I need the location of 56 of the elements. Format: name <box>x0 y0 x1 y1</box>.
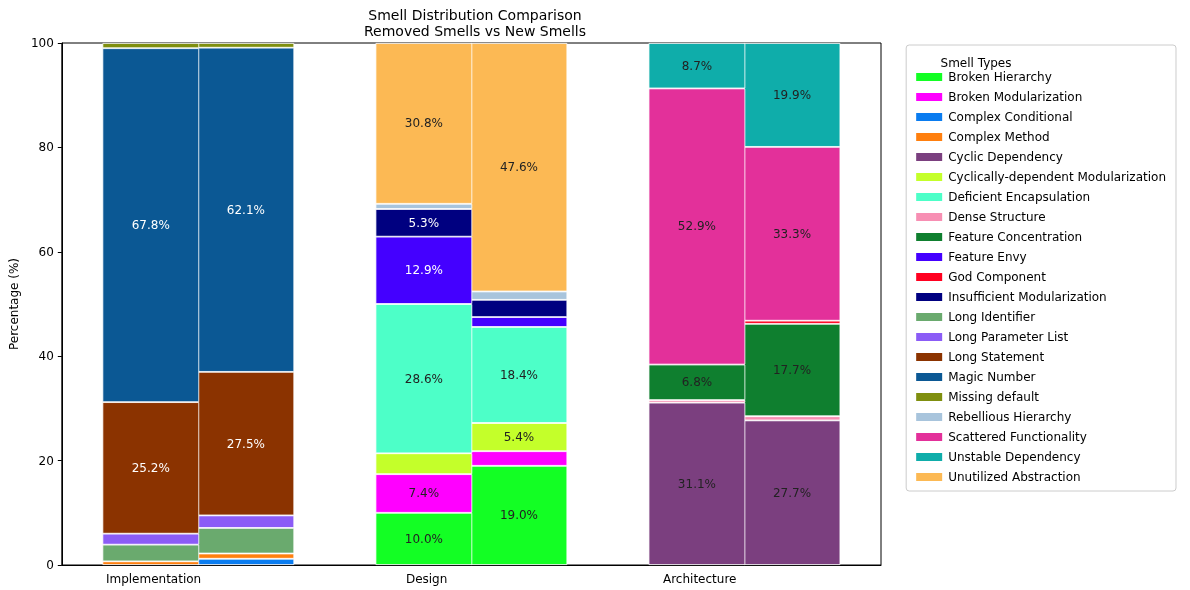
legend-label: Cyclic Dependency <box>948 150 1063 164</box>
chart-title: Smell Distribution Comparison <box>368 7 582 23</box>
data-label: 5.3% <box>408 215 440 230</box>
data-label: 52.9% <box>677 219 716 234</box>
legend-label: Unutilized Abstraction <box>948 470 1081 484</box>
legend-label: Complex Conditional <box>948 110 1073 124</box>
data-label: 12.9% <box>404 263 443 278</box>
data-label: 7.4% <box>408 486 440 501</box>
legend-label: Scattered Functionality <box>948 430 1087 444</box>
legend-label: Rebellious Hierarchy <box>948 410 1072 424</box>
data-label: 10.0% <box>404 531 443 546</box>
y-tick-label: 20 <box>38 453 54 468</box>
legend-label: Broken Modularization <box>948 90 1083 104</box>
data-label: 31.1% <box>677 476 716 491</box>
y-tick-label: 100 <box>30 36 54 50</box>
data-label: 17.7% <box>772 363 812 378</box>
data-label: 19.0% <box>499 508 538 523</box>
legend-label: Dense Structure <box>948 210 1046 224</box>
data-label: 8.7% <box>681 58 713 73</box>
x-tick-label: Design <box>405 572 448 586</box>
data-label: 27.5% <box>226 436 265 451</box>
legend-label: God Component <box>948 270 1047 284</box>
y-tick-label: 0 <box>46 558 54 572</box>
y-tick-label: 80 <box>38 140 54 155</box>
legend-label: Feature Concentration <box>948 230 1083 244</box>
y-axis-title: Percentage (%) <box>7 257 21 351</box>
legend-label: Feature Envy <box>948 250 1027 264</box>
data-label: 5.4% <box>503 430 535 445</box>
data-label: 25.2% <box>131 460 170 475</box>
legend-label: Long Identifier <box>948 310 1036 324</box>
legend-label: Long Parameter List <box>948 330 1069 344</box>
legend-label: Broken Hierarchy <box>948 70 1052 84</box>
data-label: 47.6% <box>499 160 538 175</box>
legend-title: Smell Types <box>940 56 1012 70</box>
data-label: 67.8% <box>131 218 170 233</box>
legend-label: Deficient Encapsulation <box>948 190 1091 204</box>
data-label: 28.6% <box>404 371 443 386</box>
legend-label: Magic Number <box>948 370 1036 384</box>
x-tick-label: Architecture <box>662 572 737 586</box>
data-label: 33.3% <box>772 226 812 241</box>
chart-subtitle: Removed Smells vs New Smells <box>363 23 587 39</box>
x-tick-label: Implementation <box>105 572 202 586</box>
y-tick-label: 40 <box>38 349 54 364</box>
y-tick-label: 60 <box>38 244 54 259</box>
data-label: 30.8% <box>404 116 443 131</box>
legend-label: Insufficient Modularization <box>948 290 1107 304</box>
data-label: 27.7% <box>772 485 812 500</box>
data-label: 6.8% <box>681 375 713 390</box>
legend-label: Cyclically-dependent Modularization <box>948 170 1166 184</box>
data-label: 62.1% <box>226 202 265 217</box>
legend-label: Unstable Dependency <box>948 450 1081 464</box>
legend-label: Long Statement <box>948 350 1045 364</box>
data-label: 19.9% <box>772 87 812 102</box>
legend-label: Complex Method <box>948 130 1050 144</box>
data-label: 18.4% <box>499 367 538 382</box>
legend-label: Missing default <box>948 390 1040 404</box>
